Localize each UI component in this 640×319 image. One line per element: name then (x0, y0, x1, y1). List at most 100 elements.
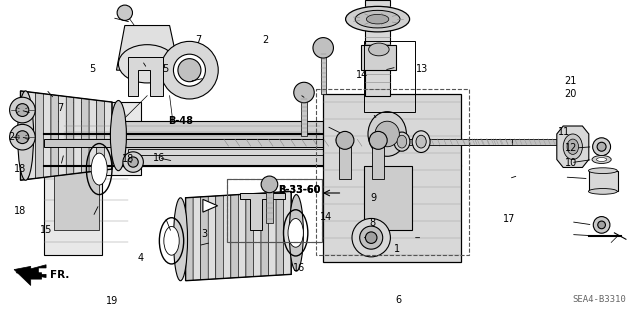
Polygon shape (128, 57, 163, 96)
Polygon shape (14, 266, 42, 286)
Polygon shape (104, 101, 112, 170)
Polygon shape (240, 193, 285, 230)
Polygon shape (231, 195, 239, 278)
Polygon shape (246, 194, 253, 277)
Polygon shape (186, 197, 193, 281)
Text: 14: 14 (355, 70, 368, 80)
Text: 8: 8 (369, 218, 376, 228)
Bar (44, 121, 332, 140)
Ellipse shape (173, 198, 188, 281)
Text: 18: 18 (122, 154, 134, 165)
Bar (316, 89, 469, 255)
Circle shape (313, 38, 333, 58)
Polygon shape (89, 99, 97, 172)
Polygon shape (261, 193, 269, 276)
Polygon shape (208, 196, 216, 279)
Polygon shape (253, 193, 261, 277)
Polygon shape (54, 121, 99, 230)
Polygon shape (276, 192, 284, 275)
Bar (301, 97, 307, 136)
Bar (266, 185, 273, 223)
Text: 4: 4 (138, 253, 144, 263)
Bar (128, 149, 448, 155)
Ellipse shape (288, 219, 303, 247)
Circle shape (360, 226, 383, 249)
Text: 18: 18 (14, 205, 27, 216)
Polygon shape (67, 96, 74, 175)
Circle shape (128, 157, 138, 167)
Text: 19: 19 (106, 296, 118, 307)
Text: 16: 16 (293, 263, 306, 273)
Circle shape (173, 54, 205, 86)
Polygon shape (239, 194, 246, 278)
Text: 1: 1 (394, 244, 400, 255)
Ellipse shape (369, 43, 389, 56)
Circle shape (593, 138, 611, 156)
Text: B-48: B-48 (168, 116, 193, 126)
Text: B-33-60: B-33-60 (278, 185, 321, 195)
Text: 18: 18 (14, 164, 27, 174)
Bar (44, 147, 460, 166)
Circle shape (598, 221, 605, 229)
Polygon shape (74, 97, 81, 174)
Text: FR.: FR. (50, 270, 69, 280)
Polygon shape (223, 195, 231, 278)
Circle shape (117, 5, 132, 20)
Ellipse shape (92, 153, 108, 185)
Circle shape (597, 142, 606, 151)
Polygon shape (16, 265, 46, 278)
Text: 7: 7 (58, 103, 64, 114)
Ellipse shape (346, 6, 410, 32)
Polygon shape (59, 96, 67, 175)
Ellipse shape (118, 45, 176, 83)
Bar (361, 45, 396, 70)
Bar (339, 140, 351, 179)
Text: 5: 5 (162, 63, 168, 74)
Circle shape (352, 219, 390, 257)
Text: 15: 15 (40, 225, 52, 235)
Polygon shape (269, 192, 276, 276)
Ellipse shape (589, 168, 617, 174)
Text: 14: 14 (320, 212, 333, 222)
Ellipse shape (589, 189, 617, 194)
Bar (364, 166, 412, 230)
Text: 6: 6 (395, 295, 401, 305)
Ellipse shape (368, 112, 406, 156)
Polygon shape (201, 197, 208, 280)
Ellipse shape (164, 226, 179, 255)
Circle shape (365, 232, 377, 243)
Text: 21: 21 (564, 76, 577, 86)
Polygon shape (557, 126, 589, 167)
Circle shape (294, 82, 314, 103)
Ellipse shape (592, 155, 611, 164)
Circle shape (10, 97, 35, 123)
Circle shape (10, 124, 35, 150)
Polygon shape (216, 196, 223, 279)
Bar (397, 139, 512, 145)
Circle shape (369, 131, 387, 149)
Text: 10: 10 (564, 158, 577, 168)
Text: 13: 13 (416, 63, 429, 74)
Ellipse shape (110, 100, 127, 171)
Text: 11: 11 (558, 127, 571, 137)
Ellipse shape (366, 14, 388, 24)
Ellipse shape (18, 91, 34, 180)
Text: SEA4-B3310: SEA4-B3310 (572, 295, 626, 304)
Bar (365, 0, 390, 96)
Polygon shape (203, 199, 218, 212)
Ellipse shape (596, 158, 607, 161)
Polygon shape (116, 26, 179, 70)
Ellipse shape (567, 139, 579, 154)
Text: 2: 2 (8, 132, 15, 142)
Circle shape (178, 59, 201, 82)
Polygon shape (36, 93, 44, 178)
Polygon shape (28, 92, 36, 179)
Text: 2: 2 (262, 35, 269, 45)
Text: 3: 3 (202, 229, 208, 240)
Text: 16: 16 (152, 153, 165, 163)
Bar (321, 53, 326, 94)
Text: 7: 7 (195, 35, 202, 45)
Circle shape (593, 217, 610, 233)
Bar (227, 179, 322, 242)
Text: 12: 12 (564, 143, 577, 153)
